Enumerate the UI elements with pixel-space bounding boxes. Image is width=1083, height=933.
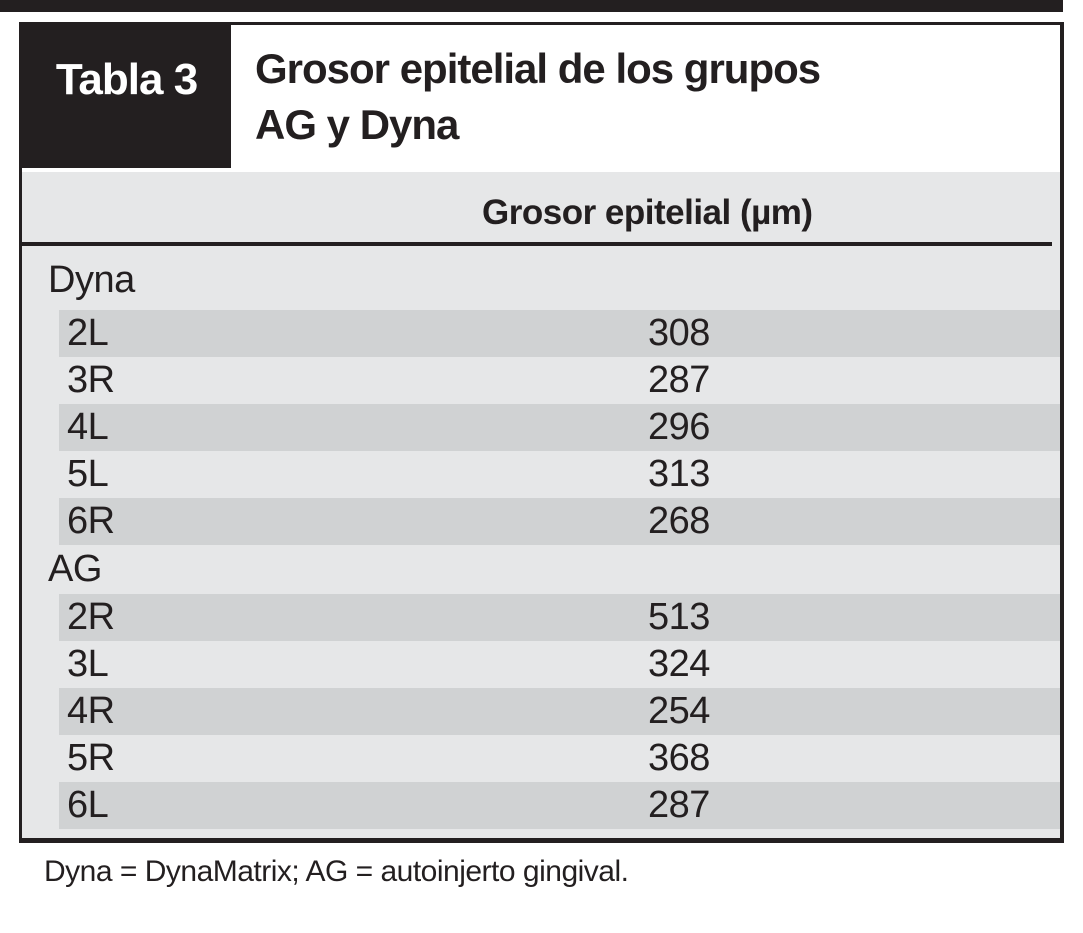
specimen-label: 3R (67, 359, 115, 401)
specimen-label: 6R (67, 500, 115, 542)
table-row: 5R 368 (22, 735, 1060, 782)
table-footnote: Dyna = DynaMatrix; AG = autoinjerto ging… (44, 855, 629, 888)
table-row: 2L 308 (22, 310, 1060, 357)
table-row: 2R 513 (22, 594, 1060, 641)
thickness-value: 268 (648, 500, 710, 542)
table3-container: Tabla 3 Grosor epitelial de los grupos A… (19, 22, 1064, 843)
table-row: 3L 324 (22, 641, 1060, 688)
table-title-line-1: Grosor epitelial de los grupos (255, 45, 821, 92)
specimen-label: 6L (67, 784, 109, 826)
thickness-value: 287 (648, 784, 710, 826)
table-head: Tabla 3 Grosor epitelial de los grupos A… (22, 25, 1060, 168)
thickness-value: 308 (648, 312, 710, 354)
group-label-ag: AG (48, 548, 102, 590)
head-separator (22, 168, 1060, 172)
table-row: 6L 287 (22, 782, 1060, 829)
column-header-band: Grosor epitelial (µm) (22, 172, 1060, 242)
header-rule (22, 242, 1052, 246)
group-label-dyna: Dyna (48, 259, 135, 301)
thickness-value: 324 (648, 643, 710, 685)
specimen-label: 2R (67, 596, 115, 638)
thickness-value: 287 (648, 359, 710, 401)
specimen-label: 2L (67, 312, 109, 354)
thickness-value: 513 (648, 596, 710, 638)
column-header: Grosor epitelial (µm) (482, 193, 813, 232)
specimen-label: 3L (67, 643, 109, 685)
specimen-label: 4R (67, 690, 115, 732)
table-title: Grosor epitelial de los grupos AG y Dyna (231, 25, 1060, 168)
table-row: 4L 296 (22, 404, 1060, 451)
thickness-value: 313 (648, 453, 710, 495)
specimen-label: 4L (67, 406, 109, 448)
thickness-value: 368 (648, 737, 710, 779)
table-row: 5L 313 (22, 451, 1060, 498)
table-row: 4R 254 (22, 688, 1060, 735)
table-row: 6R 268 (22, 498, 1060, 545)
table-body: Dyna 2L 308 3R 287 4L 296 5L 313 6R 268 AG 2R 513 3L 32… (22, 246, 1060, 838)
page-top-rule (0, 0, 1063, 12)
table-row: 3R 287 (22, 357, 1060, 404)
table-title-line-2: AG y Dyna (255, 101, 459, 148)
thickness-value: 296 (648, 406, 710, 448)
specimen-label: 5R (67, 737, 115, 779)
thickness-value: 254 (648, 690, 710, 732)
specimen-label: 5L (67, 453, 109, 495)
table-tag: Tabla 3 (22, 25, 231, 168)
